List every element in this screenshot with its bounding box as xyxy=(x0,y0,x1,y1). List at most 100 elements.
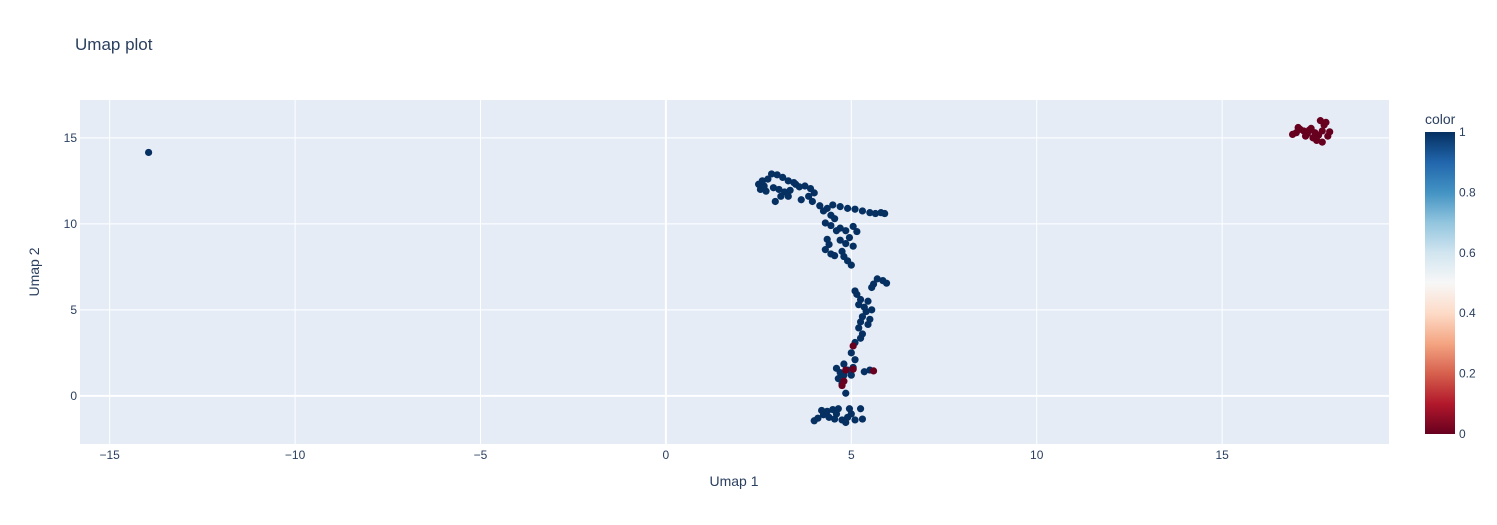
data-point xyxy=(823,407,831,415)
data-point xyxy=(790,178,798,187)
data-point xyxy=(868,283,876,292)
data-point xyxy=(808,197,816,206)
data-point xyxy=(818,406,826,415)
data-point xyxy=(831,215,839,223)
y-tick-label: 5 xyxy=(70,303,77,317)
data-point xyxy=(764,175,772,183)
data-point xyxy=(795,183,803,191)
data-point xyxy=(1322,118,1330,126)
data-point xyxy=(1294,123,1302,132)
data-point xyxy=(856,318,865,326)
colorbar-tick-label: 0.4 xyxy=(1459,306,1476,320)
data-point xyxy=(1316,117,1324,125)
data-point xyxy=(816,202,824,210)
data-point xyxy=(777,192,785,200)
x-tick-label: 0 xyxy=(663,448,670,462)
data-point xyxy=(831,252,839,260)
data-point xyxy=(775,185,783,194)
data-point xyxy=(1318,127,1326,135)
data-point xyxy=(849,242,857,250)
data-point xyxy=(771,197,779,206)
y-tick-label: 15 xyxy=(64,131,78,145)
data-point xyxy=(834,375,842,383)
data-point xyxy=(853,227,861,236)
data-point xyxy=(827,221,835,230)
data-point xyxy=(842,389,850,397)
x-axis-label: Umap 1 xyxy=(709,473,758,489)
x-tick-label: 10 xyxy=(1030,448,1044,462)
x-tick-label: −5 xyxy=(474,448,488,462)
data-point xyxy=(842,418,850,427)
data-point xyxy=(840,252,848,261)
data-point xyxy=(1318,138,1326,146)
data-point xyxy=(773,171,781,179)
colorbar-tick-label: 0.8 xyxy=(1459,185,1476,199)
data-point xyxy=(858,415,867,423)
data-point xyxy=(871,209,880,218)
colorbar-tick-label: 0.2 xyxy=(1459,367,1476,381)
x-tick-label: −10 xyxy=(285,448,306,462)
data-point xyxy=(855,301,863,309)
data-point xyxy=(1301,132,1310,140)
colorbar-title: color xyxy=(1425,111,1456,127)
data-point xyxy=(821,219,829,227)
data-point xyxy=(873,275,881,283)
y-axis-label: Umap 2 xyxy=(26,247,42,296)
data-point xyxy=(797,196,805,204)
data-point xyxy=(836,203,844,211)
data-point xyxy=(784,177,792,185)
colorbar-tick-label: 0.6 xyxy=(1459,246,1476,260)
data-point xyxy=(864,297,872,305)
x-tick-label: 5 xyxy=(848,448,855,462)
data-point xyxy=(842,227,850,235)
colorbar xyxy=(1425,132,1455,434)
data-point xyxy=(862,307,870,316)
data-point xyxy=(869,367,878,375)
data-point xyxy=(856,334,865,342)
x-tick-label: 15 xyxy=(1215,448,1229,462)
data-point xyxy=(1324,132,1332,140)
y-tick-label: 10 xyxy=(64,217,78,231)
data-point xyxy=(784,192,792,200)
data-point xyxy=(834,405,842,413)
x-tick-label: −15 xyxy=(99,448,120,462)
data-point xyxy=(881,209,889,218)
data-point xyxy=(858,207,867,215)
data-point xyxy=(825,413,833,421)
data-point xyxy=(779,173,787,181)
data-point xyxy=(840,360,848,368)
data-point xyxy=(819,207,828,215)
data-point xyxy=(801,182,809,190)
y-tick-label: 0 xyxy=(70,389,77,403)
plot-area xyxy=(80,100,1389,444)
data-point xyxy=(849,222,857,231)
data-point xyxy=(1309,134,1317,142)
data-point xyxy=(847,371,855,379)
data-point xyxy=(855,324,863,332)
data-point xyxy=(760,182,768,190)
data-point xyxy=(845,234,854,242)
data-point xyxy=(847,261,855,269)
data-point xyxy=(866,209,874,217)
data-point xyxy=(842,366,850,374)
data-point xyxy=(868,306,876,314)
data-point xyxy=(842,240,850,248)
data-point xyxy=(836,236,844,244)
data-point xyxy=(814,414,822,422)
data-point xyxy=(856,405,865,413)
data-point xyxy=(825,240,833,249)
data-point xyxy=(847,349,855,357)
chart-title: Umap plot xyxy=(75,35,153,54)
data-point xyxy=(831,415,839,423)
data-point xyxy=(882,279,891,287)
data-point xyxy=(851,416,859,424)
data-point xyxy=(810,189,818,197)
data-point xyxy=(851,356,859,364)
data-point xyxy=(829,201,837,209)
data-point xyxy=(767,170,776,178)
colorbar-tick-label: 0 xyxy=(1459,427,1466,441)
data-point xyxy=(866,315,874,323)
colorbar-tick-label: 1 xyxy=(1459,125,1466,139)
data-point xyxy=(851,205,859,213)
